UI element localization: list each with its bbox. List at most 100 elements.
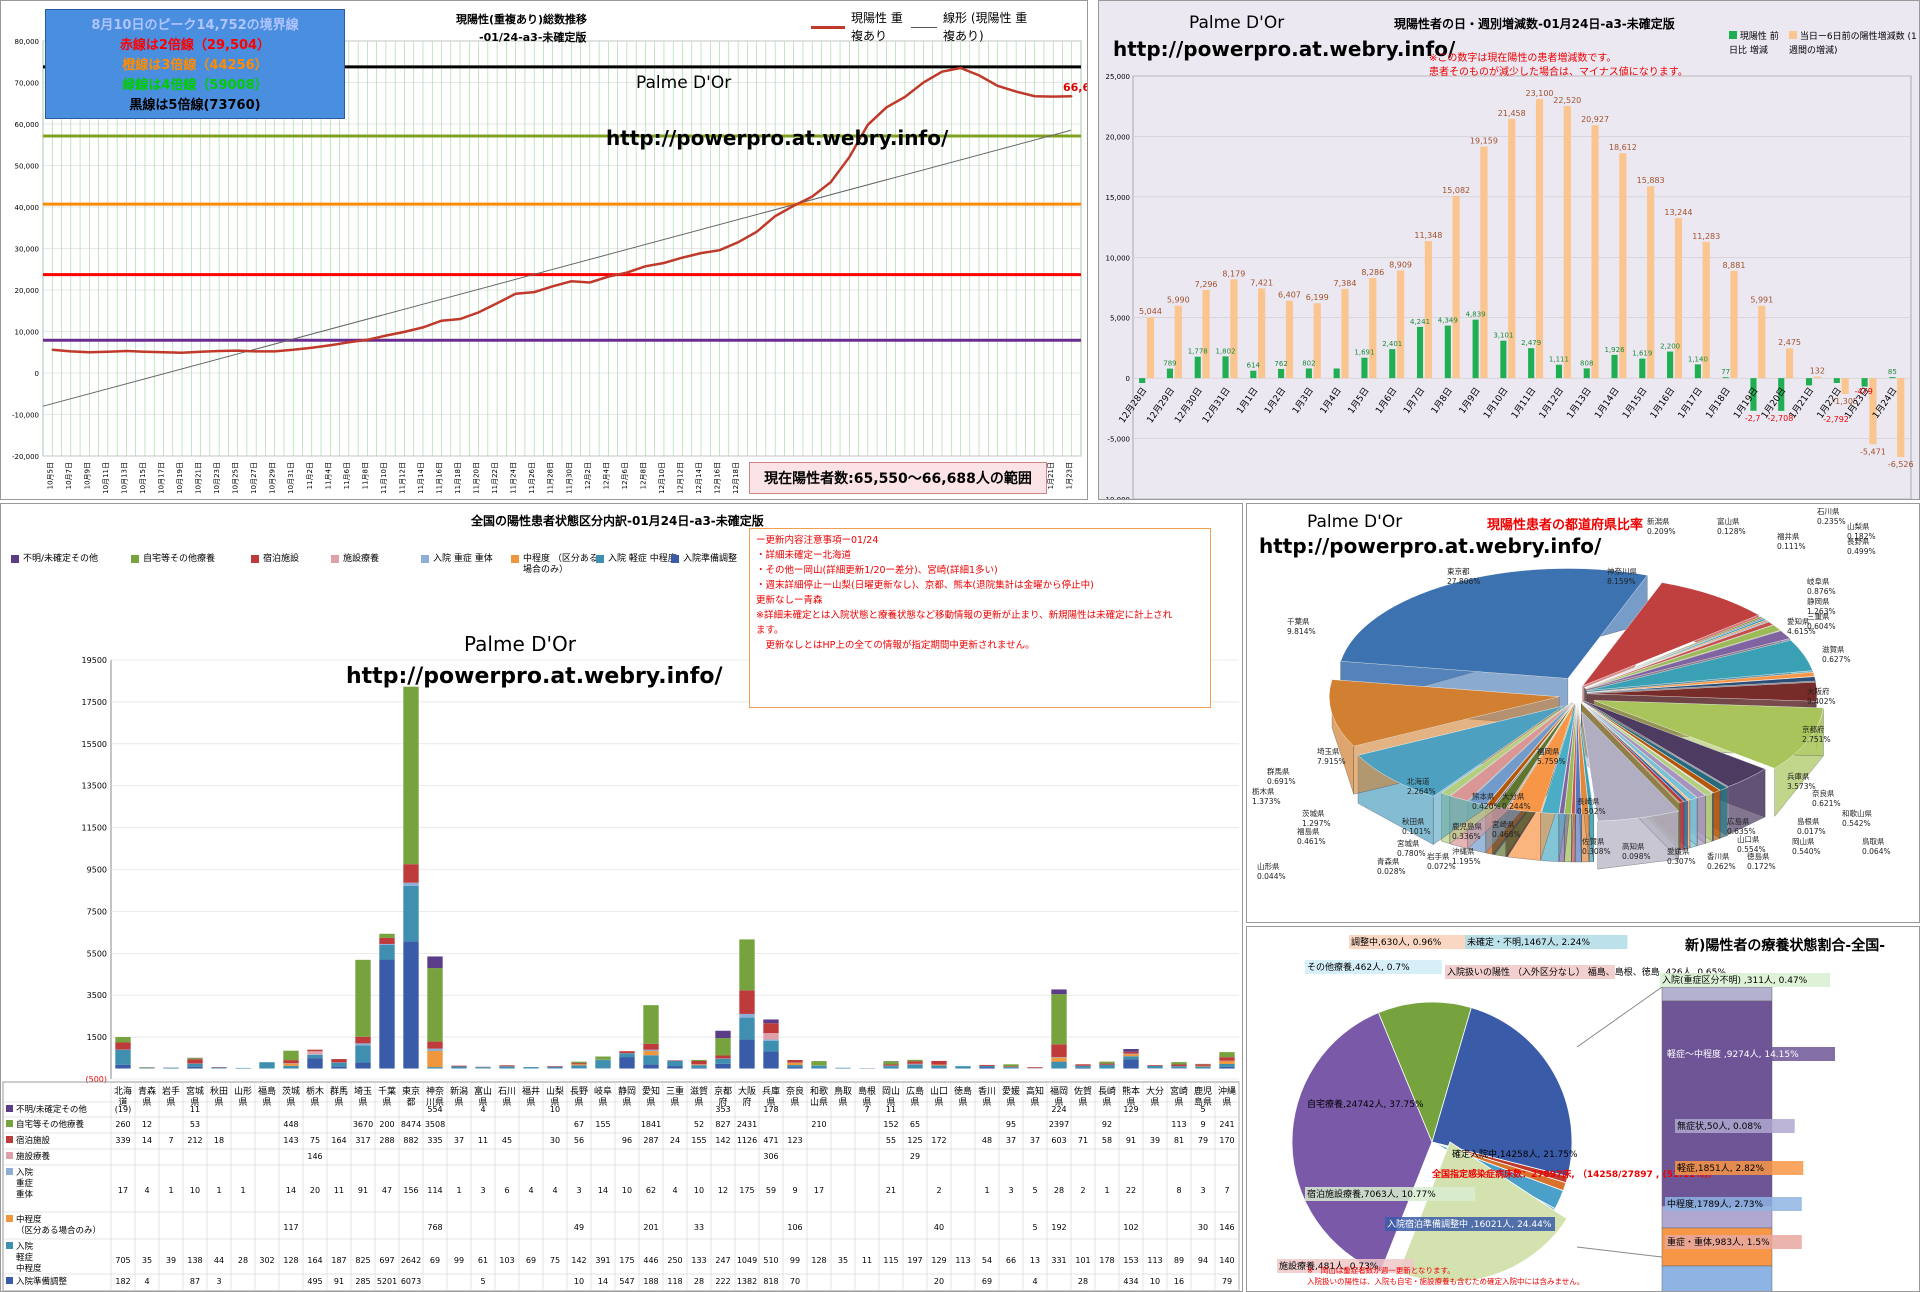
stacked-segment (1051, 989, 1067, 995)
daily-bar (1139, 378, 1146, 383)
table-cell: 222 (715, 1277, 730, 1286)
table-row-label: 中程度 (16, 1214, 42, 1225)
table-row-label: 重体 (16, 1189, 34, 1200)
prefecture-label: 秋田県 (1402, 816, 1425, 826)
prefecture-value: 0.540% (1792, 847, 1821, 856)
update-note: ー更新内容注意事項ー01/24 (756, 535, 879, 546)
stacked-segment (787, 1059, 803, 1063)
stacked-segment (643, 1064, 659, 1069)
care-label-bg (1277, 1259, 1414, 1273)
table-row-label: 入院 (16, 1167, 34, 1178)
stacked-segment (1219, 1063, 1235, 1067)
trend-legend-1: 現陽性 重複あり (811, 9, 911, 45)
x-tick-label: 11月16日 (436, 462, 444, 494)
y-tick-label: 20,000 (1106, 133, 1131, 141)
series-point (385, 334, 387, 337)
table-cell: 14 (286, 1186, 296, 1195)
prefecture-value: 1.195% (1452, 857, 1481, 866)
connector-line (1576, 1246, 1663, 1258)
table-cell: 128 (283, 1256, 298, 1265)
series-point (422, 326, 424, 329)
y-tick-label: -20,000 (12, 453, 39, 461)
daily-bar (1833, 378, 1840, 383)
series-point (959, 67, 962, 69)
table-cell: 146 (307, 1152, 322, 1161)
table-cell: 3508 (425, 1120, 445, 1129)
stacked-segment (1171, 1062, 1187, 1065)
table-cell: 495 (307, 1277, 322, 1286)
category-label: 県 (502, 1097, 511, 1108)
series-point (1033, 95, 1036, 97)
table-cell: 37 (1006, 1136, 1016, 1145)
weekly-value-label: 22,520 (1553, 96, 1581, 105)
table-row-swatch (6, 1120, 13, 1127)
stacked-segment (1147, 1065, 1163, 1066)
negative-value-label: -2,7 (1745, 414, 1761, 423)
legend-label: 入院 軽症 中程度 (608, 554, 677, 564)
daily-bar (1722, 377, 1729, 379)
stacked-segment (187, 1059, 203, 1064)
y-tick-label: 19500 (82, 656, 107, 665)
daily-value-label: 85 (1888, 368, 1897, 376)
daily-value-label: 1,619 (1632, 350, 1652, 358)
stacked-segment (379, 933, 395, 938)
table-cell: 21 (886, 1186, 896, 1195)
daily-bar (1667, 351, 1674, 379)
table-cell: 71 (1078, 1136, 1088, 1145)
prefecture-value: 0.172% (1747, 862, 1776, 871)
prefecture-label: 和歌山県 (1842, 808, 1872, 818)
prefecture-value: 0.307% (1667, 857, 1696, 866)
x-tick-label: 12月6日 (621, 462, 629, 489)
category-label: 県 (454, 1097, 463, 1108)
daily-bar (1778, 378, 1785, 411)
prefecture-label: 広島県 (1727, 816, 1750, 826)
table-cell: 29 (910, 1152, 920, 1161)
stacked-segment (667, 1060, 683, 1067)
pie-slice (1564, 703, 1577, 815)
care-ratio-panel: 調整中,630人, 0.96% 未確定・不明,1467人, 2.24% その他療養,… (1246, 926, 1920, 1292)
table-cell: 2642 (401, 1256, 421, 1265)
category-label: 県 (670, 1097, 679, 1108)
stacked-segment (763, 1023, 779, 1034)
stacked-segment (1195, 1064, 1211, 1066)
category-label: 県 (550, 1097, 559, 1108)
category-label: 山口 (930, 1086, 948, 1097)
care-label-bg (1305, 1187, 1475, 1201)
table-cell: 20 (934, 1277, 944, 1286)
stacked-segment (1123, 1054, 1139, 1057)
prefecture-value: 0.336% (1452, 832, 1481, 841)
table-cell: 4 (528, 1186, 533, 1195)
prefecture-label: 滋賀県 (1822, 644, 1845, 654)
stacked-segment (307, 1058, 323, 1069)
x-tick-label: 12月14日 (695, 462, 703, 494)
daily-change-panel: -10,000 -5,000 0 5,000 10,000 15,000 20,000 25,… (1098, 0, 1920, 500)
category-label: 福井 (522, 1085, 540, 1097)
pie-slice (1585, 630, 1791, 690)
table-cell: 8 (1176, 1186, 1181, 1195)
trend-legend-1-label: 現陽性 重複あり (851, 11, 903, 43)
weekly-value-label: -5,471 (1860, 447, 1886, 456)
table-cell: 13 (1030, 1256, 1040, 1265)
prefecture-value: 5.759% (1537, 757, 1566, 766)
x-tick-label: 12月12日 (676, 462, 684, 494)
category-label: 県 (1222, 1097, 1231, 1108)
daily-bar (1305, 368, 1312, 379)
y-tick-label: 15,000 (1106, 194, 1131, 202)
stacked-segment (955, 1066, 971, 1069)
weekly-value-label: -1,305 (1832, 397, 1858, 406)
daily-bar (1250, 370, 1257, 379)
table-row-swatch (6, 1136, 13, 1143)
stacked-segment (595, 1056, 611, 1060)
stacked-segment (1219, 1057, 1235, 1061)
stacked-segment (763, 1040, 779, 1052)
daily-legend-2: 当日ー6日前の陽性増減数 (1週間の増減) (1789, 31, 1917, 58)
stacked-segment (763, 1033, 779, 1040)
table-cell: 260 (115, 1120, 130, 1129)
stacked-segment (259, 1062, 275, 1069)
table-cell: 5 (480, 1277, 485, 1286)
table-cell: 123 (787, 1136, 802, 1145)
category-label: 富山 (474, 1085, 492, 1097)
y-tick-label: 15500 (82, 740, 107, 749)
table-cell: 20 (310, 1186, 320, 1195)
